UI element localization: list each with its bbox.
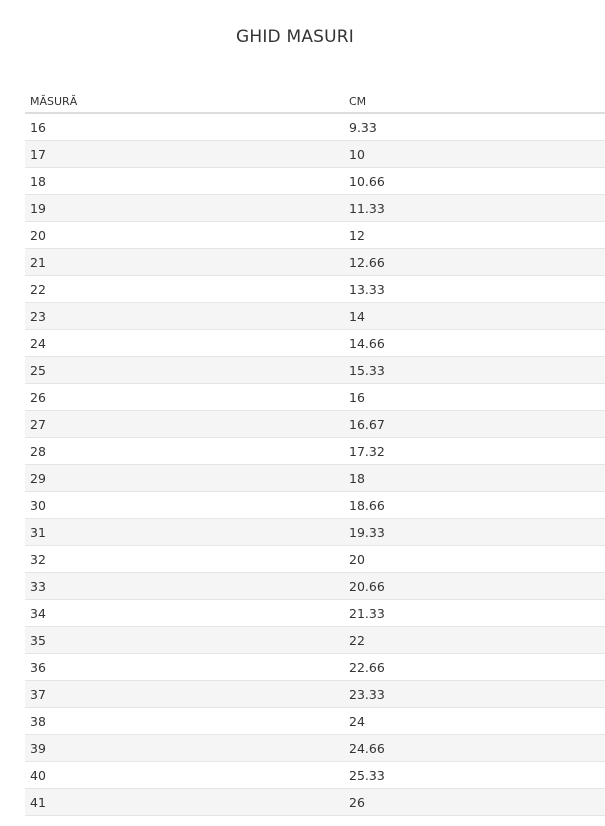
size-cell: 17 <box>25 140 344 168</box>
header-cm: CM <box>344 90 605 114</box>
table-row: 16 9.33 <box>25 113 605 141</box>
cm-cell: 15.33 <box>344 356 605 384</box>
cm-cell: 9.33 <box>344 113 605 141</box>
cm-cell: 16.67 <box>344 410 605 438</box>
size-cell: 29 <box>25 464 344 492</box>
size-cell: 30 <box>25 491 344 519</box>
size-cell: 31 <box>25 518 344 546</box>
size-cell: 26 <box>25 383 344 411</box>
table-row: 33 20.66 <box>25 572 605 600</box>
size-cell: 25 <box>25 356 344 384</box>
table-row: 18 10.66 <box>25 167 605 195</box>
page-title: GHID MASURI <box>235 27 355 47</box>
table-row: 32 20 <box>25 545 605 573</box>
size-cell: 19 <box>25 194 344 222</box>
table-row: 31 19.33 <box>25 518 605 546</box>
table-row: 25 15.33 <box>25 356 605 384</box>
cm-cell: 18.66 <box>344 491 605 519</box>
cm-cell: 23.33 <box>344 680 605 708</box>
table-row: 30 18.66 <box>25 491 605 519</box>
size-cell: 37 <box>25 680 344 708</box>
table-row: 20 12 <box>25 221 605 249</box>
size-cell: 24 <box>25 329 344 357</box>
size-cell: 28 <box>25 437 344 465</box>
cm-cell: 14.66 <box>344 329 605 357</box>
cm-cell: 18 <box>344 464 605 492</box>
header-size: MĂSURĂ <box>25 90 344 114</box>
cm-cell: 20 <box>344 545 605 573</box>
cm-cell: 19.33 <box>344 518 605 546</box>
size-cell: 33 <box>25 572 344 600</box>
table-row: 26 16 <box>25 383 605 411</box>
cm-cell: 21.33 <box>344 599 605 627</box>
table-row: 40 25.33 <box>25 761 605 789</box>
table-row: 19 11.33 <box>25 194 605 222</box>
cm-cell: 13.33 <box>344 275 605 303</box>
cm-cell: 12.66 <box>344 248 605 276</box>
cm-cell: 22 <box>344 626 605 654</box>
cm-cell: 24 <box>344 707 605 735</box>
size-cell: 23 <box>25 302 344 330</box>
size-cell: 41 <box>25 788 344 816</box>
table-header-row: MĂSURĂ CM <box>25 90 605 114</box>
cm-cell: 12 <box>344 221 605 249</box>
table-row: 23 14 <box>25 302 605 330</box>
cm-cell: 17.32 <box>344 437 605 465</box>
table-row: 17 10 <box>25 140 605 168</box>
size-cell: 39 <box>25 734 344 762</box>
size-cell: 34 <box>25 599 344 627</box>
size-cell: 21 <box>25 248 344 276</box>
size-cell: 16 <box>25 113 344 141</box>
table-row: 34 21.33 <box>25 599 605 627</box>
table-row: 41 26 <box>25 788 605 816</box>
cm-cell: 14 <box>344 302 605 330</box>
cm-cell: 10 <box>344 140 605 168</box>
size-cell: 32 <box>25 545 344 573</box>
table-row: 22 13.33 <box>25 275 605 303</box>
cm-cell: 25.33 <box>344 761 605 789</box>
size-guide-table: MĂSURĂ CM 16 9.33 17 10 18 10.66 19 11.33 20 12 21… <box>25 90 605 816</box>
cm-cell: 24.66 <box>344 734 605 762</box>
table-row: 37 23.33 <box>25 680 605 708</box>
cm-cell: 26 <box>344 788 605 816</box>
table-row: 21 12.66 <box>25 248 605 276</box>
cm-cell: 11.33 <box>344 194 605 222</box>
cm-cell: 20.66 <box>344 572 605 600</box>
table-row: 24 14.66 <box>25 329 605 357</box>
table-row: 38 24 <box>25 707 605 735</box>
cm-cell: 22.66 <box>344 653 605 681</box>
table-row: 35 22 <box>25 626 605 654</box>
size-cell: 22 <box>25 275 344 303</box>
table-row: 28 17.32 <box>25 437 605 465</box>
size-cell: 18 <box>25 167 344 195</box>
size-cell: 35 <box>25 626 344 654</box>
cm-cell: 10.66 <box>344 167 605 195</box>
cm-cell: 16 <box>344 383 605 411</box>
size-cell: 40 <box>25 761 344 789</box>
table-row: 39 24.66 <box>25 734 605 762</box>
table-row: 36 22.66 <box>25 653 605 681</box>
size-cell: 27 <box>25 410 344 438</box>
table-row: 27 16.67 <box>25 410 605 438</box>
size-cell: 36 <box>25 653 344 681</box>
size-cell: 20 <box>25 221 344 249</box>
table-row: 29 18 <box>25 464 605 492</box>
size-cell: 38 <box>25 707 344 735</box>
